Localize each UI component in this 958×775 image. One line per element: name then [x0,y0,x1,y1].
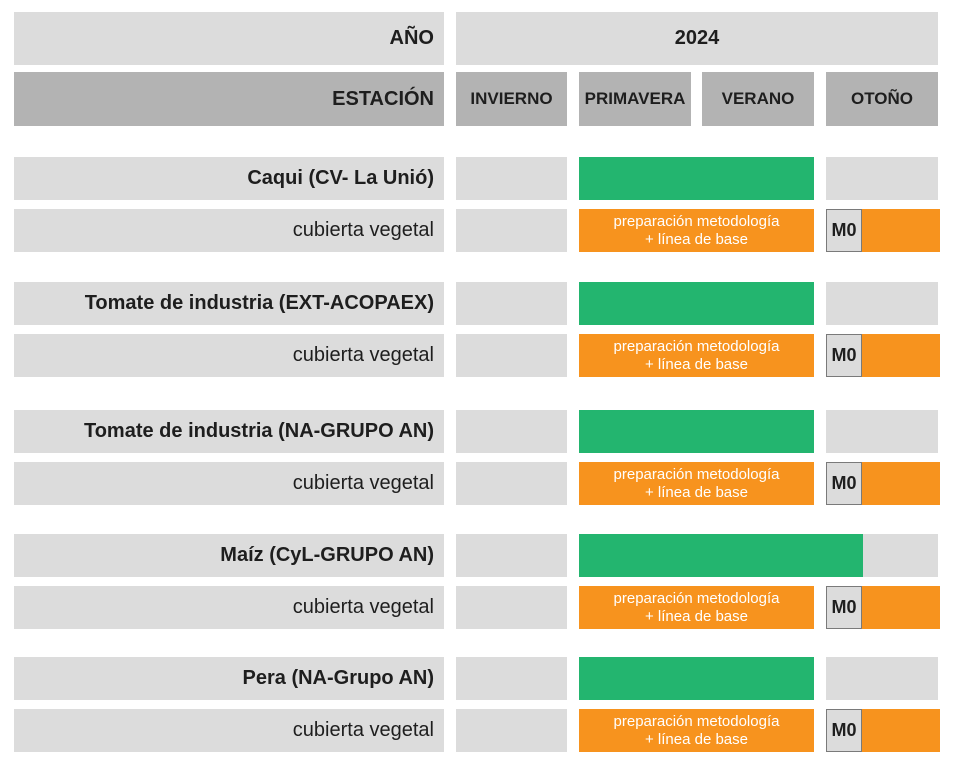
activity-bar-green [579,282,814,325]
activity-bar-green [579,157,814,200]
winter-cell [456,462,567,505]
autumn-cell [826,410,938,453]
prep-line1: preparación metodología [613,337,780,355]
prep-line2: + línea de base [644,483,748,501]
winter-cell [456,157,567,200]
activity-bar-green [579,657,814,700]
winter-cell [456,586,567,629]
activity-bar-green [579,534,863,577]
prep-line2: + línea de base [644,230,748,248]
winter-cell [456,209,567,252]
season-winter: INVIERNO [456,72,567,126]
subrow-label: cubierta vegetal [14,586,444,629]
crop-label: Pera (NA-Grupo AN) [14,657,444,700]
crop-label: Tomate de industria (EXT-ACOPAEX) [14,282,444,325]
winter-cell [456,657,567,700]
winter-cell [456,334,567,377]
prep-line2: + línea de base [644,730,748,748]
crop-label: Caqui (CV- La Unió) [14,157,444,200]
year-value: 2024 [456,12,938,65]
prep-line2: + línea de base [644,607,748,625]
winter-cell [456,534,567,577]
subrow-label: cubierta vegetal [14,462,444,505]
milestone-badge: M0 [826,586,862,629]
activity-bar-green [579,410,814,453]
winter-cell [456,282,567,325]
prep-bar: preparación metodología + línea de base [579,209,814,252]
winter-cell [456,410,567,453]
autumn-cell [826,157,938,200]
crop-label: Tomate de industria (NA-GRUPO AN) [14,410,444,453]
winter-cell [456,709,567,752]
prep-bar: preparación metodología + línea de base [579,586,814,629]
prep-bar: preparación metodología + línea de base [579,334,814,377]
milestone-badge: M0 [826,334,862,377]
prep-line2: + línea de base [644,355,748,373]
prep-bar: preparación metodología + línea de base [579,709,814,752]
autumn-cell [826,657,938,700]
autumn-cell [826,282,938,325]
season-autumn: OTOÑO [826,72,938,126]
subrow-label: cubierta vegetal [14,709,444,752]
season-spring: PRIMAVERA [579,72,691,126]
subrow-label: cubierta vegetal [14,334,444,377]
milestone-badge: M0 [826,209,862,252]
prep-line1: preparación metodología [613,212,780,230]
season-label: ESTACIÓN [14,72,444,126]
subrow-label: cubierta vegetal [14,209,444,252]
milestone-badge: M0 [826,462,862,505]
season-summer: VERANO [702,72,814,126]
crop-label: Maíz (CyL-GRUPO AN) [14,534,444,577]
prep-bar: preparación metodología + línea de base [579,462,814,505]
prep-line1: preparación metodología [613,465,780,483]
prep-line1: preparación metodología [613,712,780,730]
milestone-badge: M0 [826,709,862,752]
year-label: AÑO [14,12,444,65]
prep-line1: preparación metodología [613,589,780,607]
